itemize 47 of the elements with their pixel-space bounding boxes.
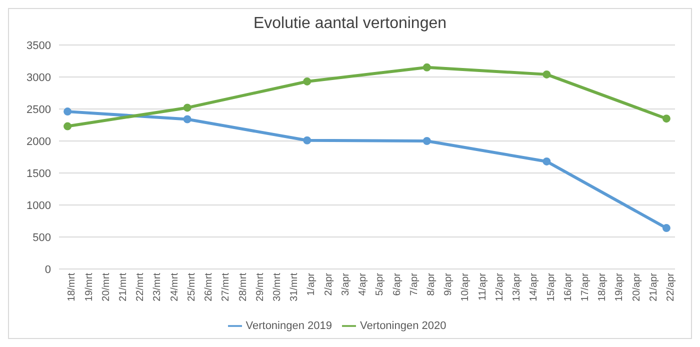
x-tick-label: 17/apr xyxy=(580,272,591,302)
x-tick-label: 10/apr xyxy=(460,272,472,302)
x-tick-label: 18/mrt xyxy=(66,272,78,302)
x-tick-label: 8/apr xyxy=(426,272,437,296)
x-tick-label: 13/apr xyxy=(512,272,523,302)
y-tick-label: 3500 xyxy=(26,40,51,52)
x-tick-label: 14/apr xyxy=(528,272,540,302)
x-tick-label: 21/apr xyxy=(648,272,660,302)
y-tick-label: 1500 xyxy=(26,168,51,180)
x-tick-label: 12/apr xyxy=(494,272,506,302)
x-tick-label: 3/apr xyxy=(340,272,352,296)
x-tick-label: 7/apr xyxy=(408,272,420,296)
x-tick-label: 19/mrt xyxy=(84,272,95,302)
x-tick-label: 2/apr xyxy=(323,272,334,296)
x-tick-label: 1/apr xyxy=(306,272,318,296)
x-tick-label: 29/mrt xyxy=(254,272,266,302)
x-tick-label: 27/mrt xyxy=(220,272,232,302)
y-tick-label: 2500 xyxy=(26,104,51,116)
y-tick-label: 3000 xyxy=(26,72,51,84)
x-tick-label: 21/mrt xyxy=(118,272,129,302)
x-tick-label: 5/apr xyxy=(374,272,386,296)
x-tick-label: 16/apr xyxy=(562,272,574,302)
x-tick-label: 9/apr xyxy=(443,272,454,296)
chart-title: Evolutie aantal vertoningen xyxy=(252,14,448,34)
x-tick-label: 20/apr xyxy=(631,272,642,302)
x-tick-label: 19/apr xyxy=(614,272,626,302)
x-tick-label: 22/apr xyxy=(666,272,677,302)
y-tick-label: 1000 xyxy=(26,200,51,212)
x-tick-label: 22/mrt xyxy=(135,272,146,302)
legend-label: Vertoningen 2019 xyxy=(246,320,332,332)
x-tick-label: 18/apr xyxy=(597,272,608,302)
y-tick-label: 500 xyxy=(32,232,51,244)
x-tick-label: 4/apr xyxy=(358,272,369,296)
x-tick-label: 25/mrt xyxy=(186,272,198,302)
y-tick-label: 0 xyxy=(44,264,51,276)
x-tick-label: 23/mrt xyxy=(152,272,164,302)
x-tick-label: 30/mrt xyxy=(272,272,283,302)
x-tick-label: 31/mrt xyxy=(289,272,300,302)
legend-label: Vertoningen 2020 xyxy=(360,320,446,332)
x-tick-label: 11/apr xyxy=(477,272,488,301)
x-tick-label: 15/apr xyxy=(546,272,557,302)
y-tick-label: 2000 xyxy=(26,136,51,148)
x-tick-label: 6/apr xyxy=(392,272,403,296)
x-tick-label: 28/mrt xyxy=(238,272,249,302)
x-tick-label: 26/mrt xyxy=(204,272,215,302)
x-tick-label: 20/mrt xyxy=(100,272,112,302)
x-tick-label: 24/mrt xyxy=(169,272,180,302)
